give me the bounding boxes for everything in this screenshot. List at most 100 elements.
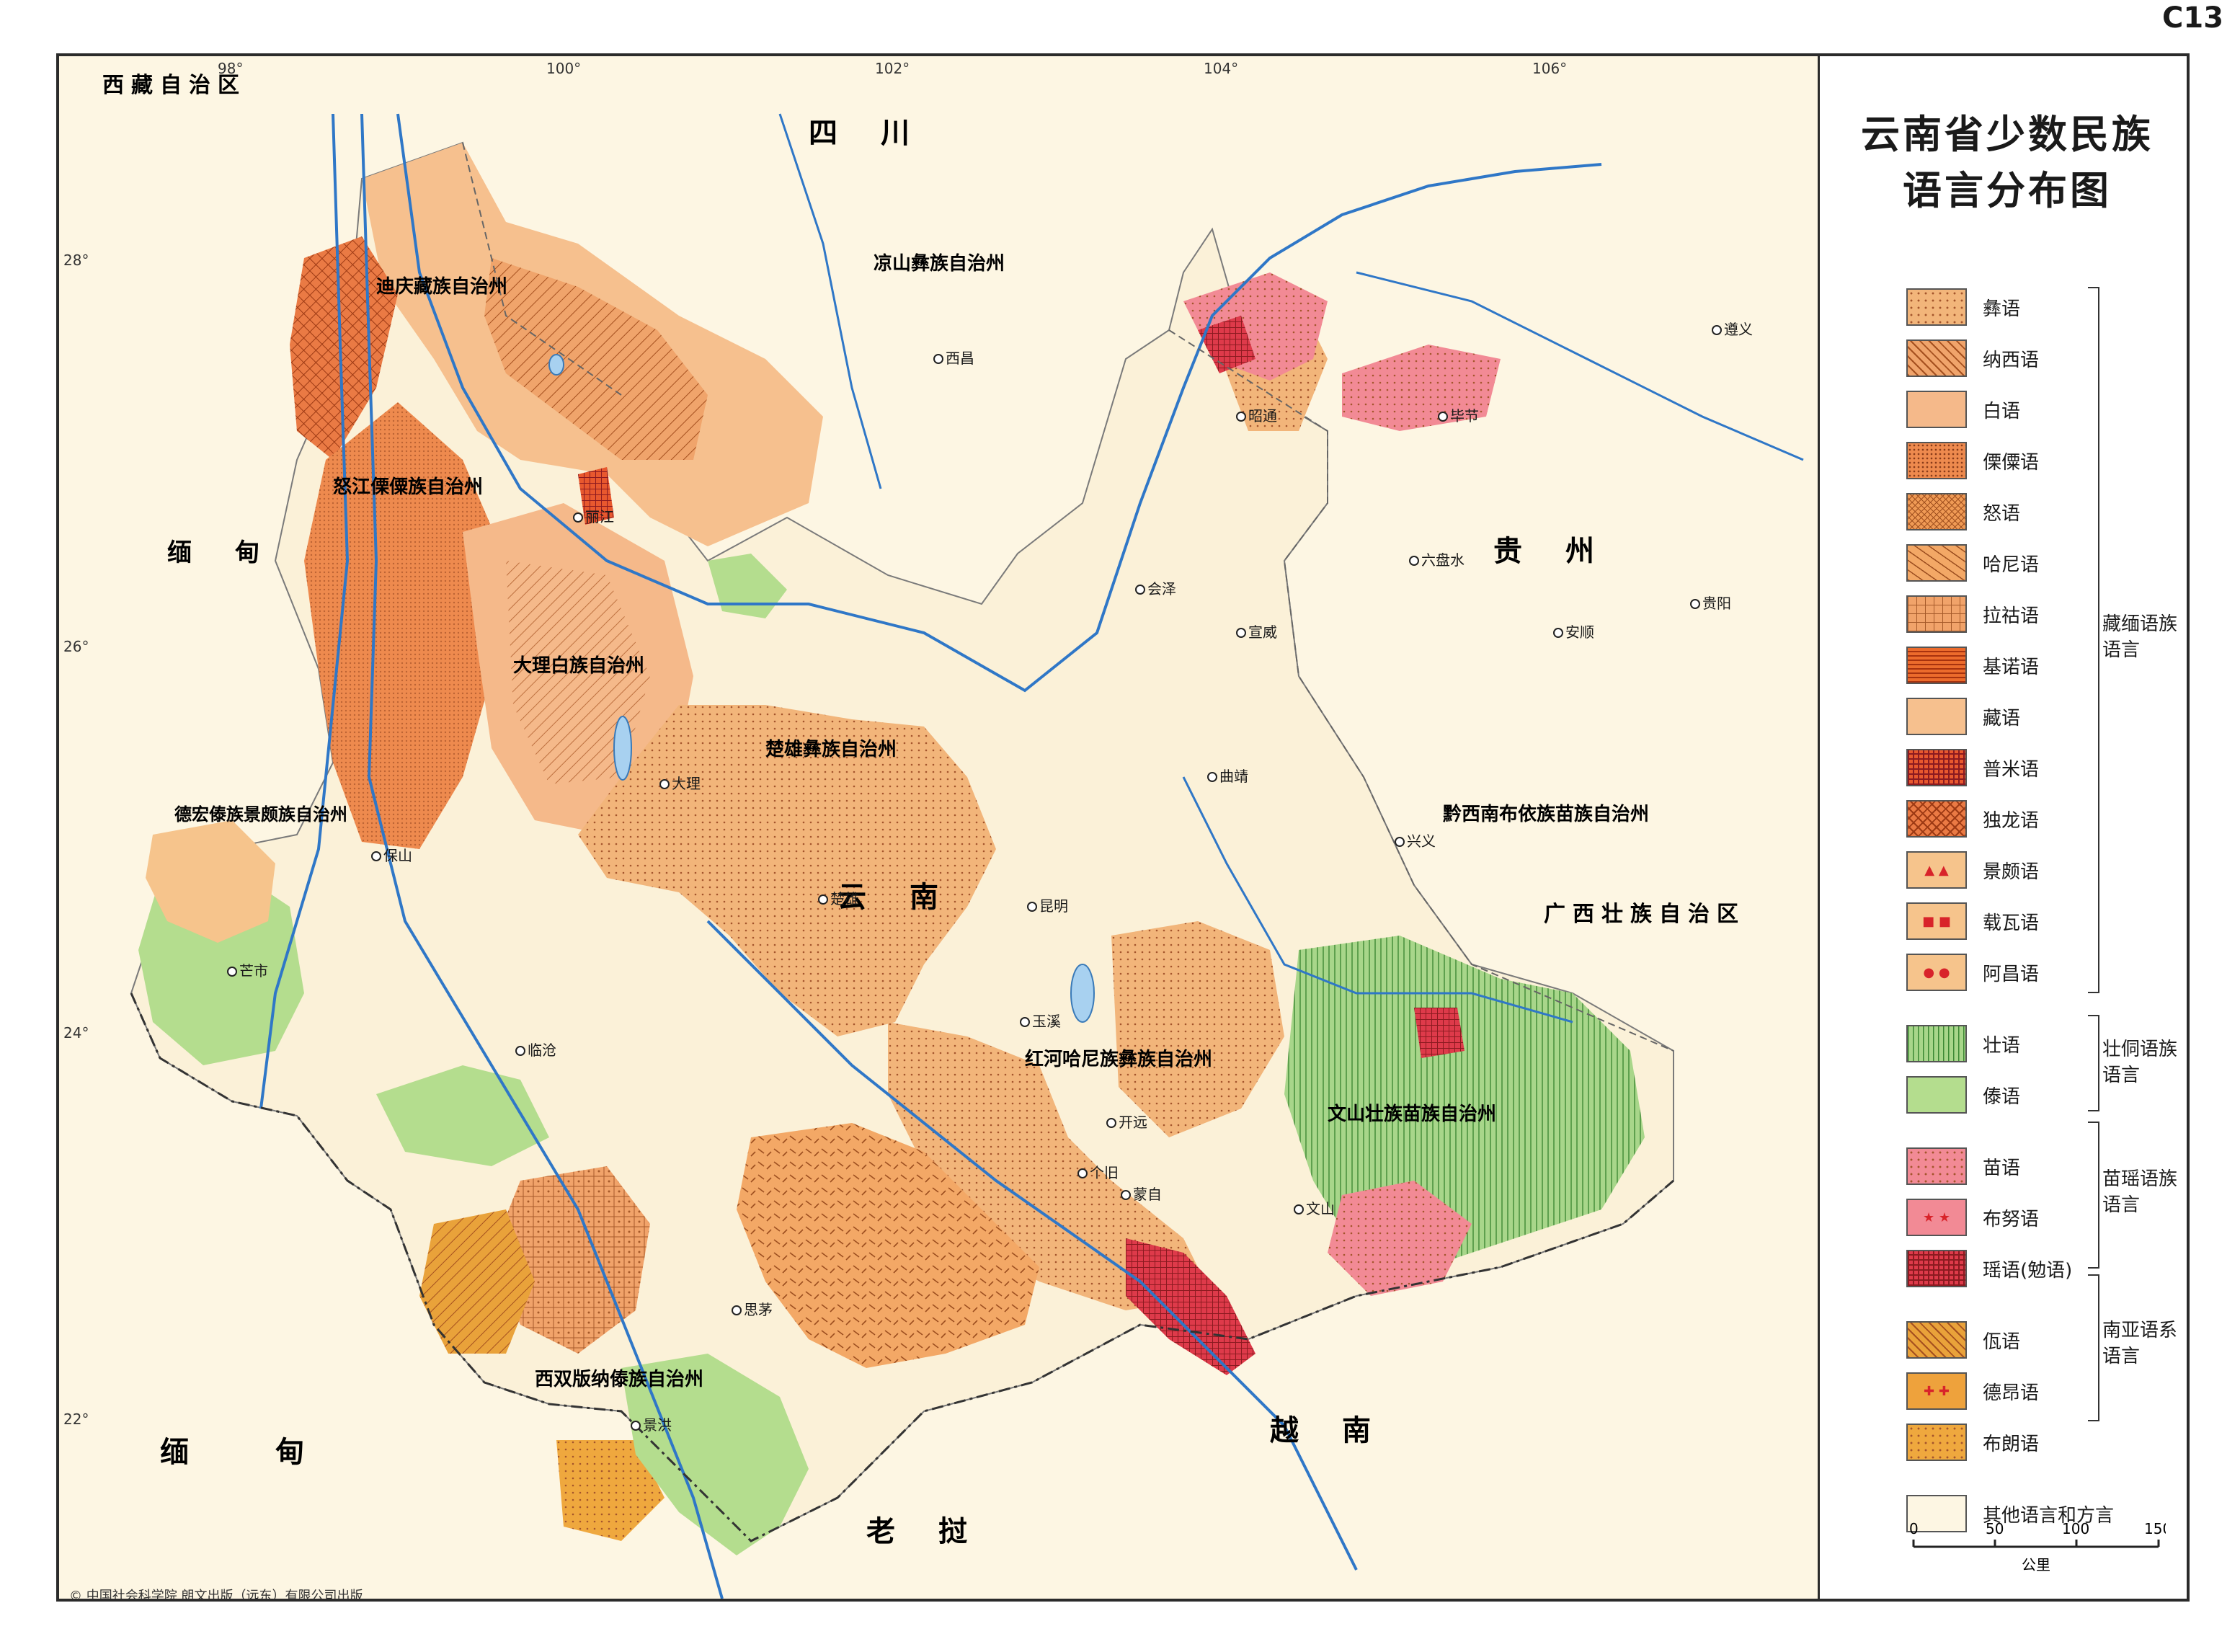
city-label: 临沧 <box>528 1042 556 1059</box>
lon-label-104: 104° <box>1204 60 1238 77</box>
legend-label: 彝语 <box>1983 298 2021 320</box>
city-label: 六盘水 <box>1421 551 1465 569</box>
river-yalong <box>778 113 882 489</box>
city-label: 西昌 <box>946 350 974 367</box>
city-label: 安顺 <box>1565 623 1594 641</box>
map-canvas: 98° 100° 102° 104° 106° 28° 26° 24° 22° … <box>63 60 1804 1599</box>
area-yi-east-dots <box>1111 921 1284 1137</box>
legend-swatch <box>1906 1076 1967 1114</box>
lon-label-98: 98° <box>218 60 243 77</box>
legend-item: 基诺语 <box>1906 645 2039 685</box>
legend-swatch: ★ ★ <box>1906 1199 1967 1236</box>
city-marker <box>933 354 943 364</box>
prefecture-xishuangbanna: 西双版纳傣族自治州 <box>535 1368 703 1390</box>
legend-swatch <box>1906 493 1967 530</box>
circles-icon: ● ● <box>1923 964 1950 980</box>
squares-icon: ■ ■ <box>1922 913 1951 929</box>
prefecture-dali: 大理白族自治州 <box>513 654 644 677</box>
legend-label: 基诺语 <box>1983 656 2040 678</box>
city-label: 毕节 <box>1450 407 1479 425</box>
area-naxi-hatch <box>484 258 708 460</box>
scale-tick-50: 50 <box>1986 1520 2004 1537</box>
area-lahu-grid <box>492 1166 650 1354</box>
city-marker <box>1027 902 1037 912</box>
city-label: 宣威 <box>1248 623 1277 641</box>
city-label: 开远 <box>1119 1114 1147 1131</box>
legend-swatch <box>1906 544 1967 582</box>
city-marker <box>1135 585 1145 595</box>
legend-item: 壮语 <box>1906 1023 2020 1064</box>
city-marker <box>1236 628 1246 638</box>
prefecture-qianxinan: 黔西南布依族苗族自治州 <box>1443 803 1649 825</box>
legend-item: 其他语言和方言 <box>1906 1493 2114 1534</box>
region-tibet: 西藏自治区 <box>102 73 246 98</box>
copyright-note: © 中国社会科学院 朗文出版（远东）有限公司出版 <box>69 1589 363 1602</box>
region-myanmar-south-2: 甸 <box>275 1436 304 1469</box>
legend-swatch <box>1906 1250 1967 1287</box>
region-sichuan: 四川 <box>809 117 953 150</box>
city-marker <box>818 894 828 905</box>
legend-item: 拉祜语 <box>1906 594 2039 634</box>
city-label: 玉溪 <box>1032 1013 1061 1030</box>
legend-item: 布朗语 <box>1906 1422 2039 1462</box>
prefecture-wenshan: 文山壮族苗族自治州 <box>1328 1103 1496 1125</box>
map-title-line2: 语言分布图 <box>1903 168 2112 213</box>
legend-item: ● ● 阿昌语 <box>1906 952 2039 992</box>
city-marker <box>1712 325 1722 335</box>
legend-label: 载瓦语 <box>1983 912 2040 934</box>
legend-label: 阿昌语 <box>1983 963 2040 985</box>
city-marker <box>1395 837 1405 847</box>
legend-swatch <box>1906 1321 1967 1359</box>
city-label: 楚雄 <box>830 890 859 907</box>
city-label: 曲靖 <box>1219 768 1248 785</box>
city-marker <box>1690 599 1700 609</box>
map-title-line1: 云南省少数民族 <box>1861 112 2154 157</box>
sheet-code: C13 <box>2162 1 2224 35</box>
city-marker <box>1553 628 1563 638</box>
legend-label: 佤语 <box>1983 1331 2021 1353</box>
legend-label: 哈尼语 <box>1983 554 2040 576</box>
city-marker <box>515 1046 525 1056</box>
legend-swatch <box>1906 698 1967 735</box>
legend-panel: 云南省少数民族 语言分布图 彝语 纳西语 白语 傈僳语 怒语 哈尼语 拉祜语 基诺语 藏语 普米语… <box>1818 56 2187 1599</box>
region-myanmar-north: 缅甸 <box>167 538 303 567</box>
legend-swatch <box>1906 647 1967 684</box>
legend-label: 傣语 <box>1983 1085 2021 1108</box>
legend-item: 独龙语 <box>1906 799 2039 839</box>
legend-swatch <box>1906 391 1967 428</box>
area-lisu-dots <box>304 402 506 849</box>
city-marker <box>1438 412 1448 422</box>
legend-item: 纳西语 <box>1906 338 2039 378</box>
city-marker <box>631 1421 641 1431</box>
river-nu <box>259 113 350 1109</box>
prefecture-dehong: 德宏傣族景颇族自治州 <box>174 804 347 825</box>
city-marker <box>371 851 381 861</box>
city-label: 贵阳 <box>1702 595 1731 612</box>
city-marker <box>1020 1017 1030 1027</box>
triangles-icon: ▲ ▲ <box>1924 862 1949 878</box>
legend-item: ★ ★ 布努语 <box>1906 1197 2039 1238</box>
city-marker <box>1294 1204 1304 1214</box>
legend-swatch <box>1906 1495 1967 1532</box>
legend-swatch: ● ● <box>1906 954 1967 991</box>
lat-label-22: 22° <box>63 1411 89 1428</box>
legend-item: 白语 <box>1906 389 2020 430</box>
group-brace-miao-yao <box>2088 1122 2099 1269</box>
lon-label-102: 102° <box>875 60 910 77</box>
lake-erhai <box>613 716 632 781</box>
region-vietnam: 越南 <box>1270 1414 1414 1447</box>
legend-swatch <box>1906 339 1967 377</box>
map-frame: 98° 100° 102° 104° 106° 28° 26° 24° 22° … <box>56 53 2190 1602</box>
city-label: 昆明 <box>1039 897 1068 915</box>
group-label-austroasiatic: 南亚语系语言 <box>2102 1320 2178 1367</box>
legend-swatch <box>1906 595 1967 633</box>
legend-label: 布努语 <box>1983 1208 2040 1230</box>
area-zhuang-lines <box>1284 936 1645 1267</box>
scale-tick-0: 0 <box>1909 1520 1919 1537</box>
city-label: 兴义 <box>1407 832 1436 850</box>
area-yi-dots <box>578 705 996 1036</box>
lake-dianchi <box>1070 964 1095 1023</box>
legend-item: 苗语 <box>1906 1146 2020 1186</box>
area-hani-dash <box>737 1123 1039 1368</box>
